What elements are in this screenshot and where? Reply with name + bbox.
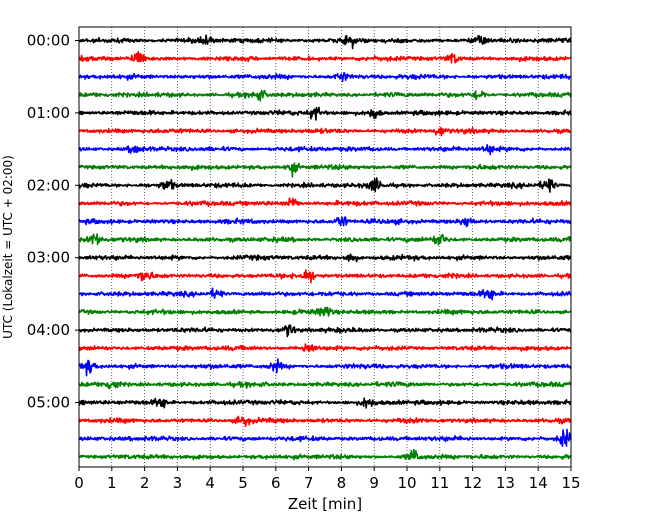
seismic-trace-20 [78,397,572,409]
seismic-trace-10 [78,216,572,228]
x-tick-label: 15 [561,474,580,492]
x-axis-label: Zeit [min] [288,495,362,513]
seismic-trace-12 [78,253,572,263]
seismic-trace-18 [78,358,572,377]
seismic-trace-22 [78,428,572,447]
seismic-trace-21 [78,415,572,427]
x-tick-label: 12 [463,474,482,492]
seismic-trace-4 [78,106,572,121]
x-tick-label: 0 [74,474,84,492]
seismic-trace-8 [78,177,572,193]
x-tick-label: 5 [238,474,248,492]
seismic-trace-11 [78,233,572,246]
x-axis: 0 1 2 3 4 5 6 7 8 9 10 11 12 13 14 15 [74,467,581,492]
seismic-trace-7 [78,162,572,178]
seismic-trace-6 [78,143,572,156]
y-tick-label: 03:00 [27,249,70,267]
y-tick-label: 02:00 [27,176,70,194]
trace-layer [78,34,572,461]
x-tick-label: 3 [173,474,183,492]
y-axis: 00:00 01:00 02:00 03:00 04:00 05:00 [27,32,79,412]
x-tick-label: 8 [337,474,347,492]
x-tick-label: 11 [430,474,449,492]
seismic-trace-1 [78,50,572,64]
seismic-trace-19 [78,380,572,390]
x-tick-label: 9 [369,474,379,492]
seismic-trace-0 [78,34,572,50]
seismic-trace-3 [78,89,572,102]
y-tick-label: 01:00 [27,104,70,122]
x-tick-label: 1 [107,474,117,492]
x-tick-label: 4 [205,474,215,492]
seismic-trace-16 [78,324,572,338]
y-tick-label: 04:00 [27,321,70,339]
x-tick-label: 7 [304,474,314,492]
y-tick-label: 05:00 [27,394,70,412]
x-tick-label: 6 [271,474,281,492]
x-tick-label: 13 [496,474,515,492]
x-tick-label: 10 [397,474,416,492]
seismic-trace-15 [78,306,572,317]
x-tick-label: 2 [140,474,150,492]
y-tick-label: 00:00 [27,32,70,50]
plot-frame [78,26,572,468]
seismic-trace-17 [78,343,572,353]
seismic-trace-5 [78,126,572,137]
seismic-trace-23 [78,448,572,461]
seismic-trace-14 [78,287,572,301]
grid-layer [111,27,539,467]
seismic-trace-2 [78,71,572,83]
seismic-trace-9 [78,197,572,208]
seismic-trace-13 [78,269,572,284]
x-tick-label: 14 [529,474,548,492]
y-axis-label: UTC (Lokalzeit = UTC + 02:00) [1,155,15,339]
